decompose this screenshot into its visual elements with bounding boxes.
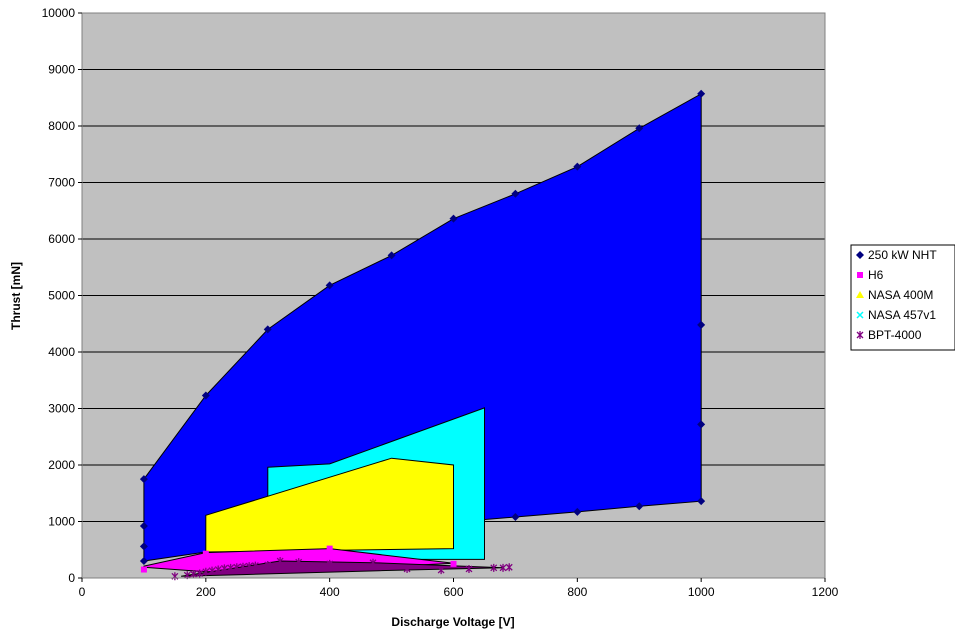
point-bpt-4000 — [239, 562, 247, 571]
y-tick-label: 6000 — [48, 232, 75, 246]
point-250-kw-nht — [449, 214, 458, 223]
point-bpt-4000 — [196, 569, 204, 578]
point-250-kw-nht — [697, 420, 706, 429]
legend-marker-nasa-400m — [856, 291, 864, 298]
point-250-kw-nht — [263, 325, 272, 334]
y-tick-label: 10000 — [42, 6, 76, 20]
point-h6 — [450, 560, 457, 567]
point-bpt-4000 — [465, 564, 473, 573]
x-tick-label: 1000 — [688, 585, 715, 599]
y-tick-label: 5000 — [48, 289, 75, 303]
point-bpt-4000 — [505, 563, 513, 572]
point-h6 — [171, 561, 178, 568]
area-nasa-400m — [205, 457, 454, 553]
point-250-kw-nht — [573, 507, 582, 516]
legend-label-250-kw-nht: 250 kW NHT — [868, 248, 937, 262]
point-bpt-4000 — [369, 558, 377, 567]
point-250-kw-nht — [697, 89, 706, 98]
point-250-kw-nht — [635, 502, 644, 511]
series-markers — [139, 89, 706, 581]
legend-marker-h6 — [857, 272, 863, 278]
legend-label-bpt-4000: BPT-4000 — [868, 328, 922, 342]
point-250-kw-nht — [511, 189, 520, 198]
point-250-kw-nht — [635, 124, 644, 133]
point-250-kw-nht — [573, 162, 582, 171]
point-bpt-4000 — [490, 563, 498, 572]
point-h6 — [202, 550, 209, 557]
legend-box — [850, 244, 955, 351]
y-tick-label: 7000 — [48, 176, 75, 190]
x-tick-label: 400 — [320, 585, 340, 599]
y-tick-label: 0 — [68, 571, 75, 585]
point-bpt-4000 — [437, 566, 445, 575]
point-bpt-4000 — [499, 563, 507, 572]
y-tick-label: 1000 — [48, 515, 75, 529]
y-axis-title: Thrust [mN] — [9, 262, 23, 330]
point-250-kw-nht — [139, 522, 148, 531]
point-bpt-4000 — [214, 565, 222, 574]
point-bpt-4000 — [233, 563, 241, 572]
point-250-kw-nht — [139, 557, 148, 566]
y-tick-label: 4000 — [48, 345, 75, 359]
point-250-kw-nht — [697, 497, 706, 506]
x-tick-label: 1200 — [812, 585, 839, 599]
point-bpt-4000 — [276, 557, 284, 566]
point-bpt-4000 — [245, 562, 253, 571]
y-tick-label: 9000 — [48, 63, 75, 77]
point-bpt-4000 — [220, 564, 228, 573]
x-tick-label: 0 — [79, 585, 86, 599]
y-axis-ticks: 0 1000 2000 3000 4000 5000 6000 7000 8000 9000 100… — [42, 6, 82, 585]
point-bpt-4000 — [326, 559, 334, 568]
point-bpt-4000 — [295, 558, 303, 567]
point-h6 — [326, 545, 333, 552]
y-tick-label: 2000 — [48, 458, 75, 472]
x-tick-label: 200 — [196, 585, 216, 599]
legend-marker-250-kw-nht — [856, 251, 864, 259]
x-axis-title: Discharge Voltage [V] — [391, 615, 514, 629]
point-bpt-4000 — [227, 563, 235, 572]
legend-label-h6: H6 — [868, 268, 884, 282]
point-250-kw-nht — [139, 475, 148, 484]
legend-label-nasa-457v1: NASA 457v1 — [868, 308, 936, 322]
point-bpt-4000 — [264, 561, 272, 570]
x-axis-ticks: 0 200 400 600 800 1000 1200 — [79, 578, 839, 599]
x-tick-label: 600 — [443, 585, 463, 599]
point-bpt-4000 — [208, 566, 216, 575]
point-bpt-4000 — [251, 561, 259, 570]
point-250-kw-nht — [387, 251, 396, 260]
legend-marker-nasa-457v1 — [856, 311, 864, 319]
legend-marker-bpt-4000 — [856, 331, 864, 339]
point-250-kw-nht — [325, 281, 334, 290]
y-tick-label: 3000 — [48, 402, 75, 416]
point-250-kw-nht — [201, 391, 210, 400]
point-250-kw-nht — [139, 542, 148, 551]
point-bpt-4000 — [189, 570, 197, 579]
point-250-kw-nht — [697, 320, 706, 329]
x-tick-label: 800 — [567, 585, 587, 599]
legend-label-nasa-400m: NASA 400M — [868, 288, 933, 302]
point-bpt-4000 — [202, 567, 210, 576]
y-tick-label: 8000 — [48, 119, 75, 133]
point-bpt-4000 — [403, 564, 411, 573]
point-250-kw-nht — [511, 512, 520, 521]
series-areas — [143, 92, 702, 577]
point-h6 — [140, 566, 147, 573]
legend: 250 kW NHT H6 NASA 400M NASA 457v1 BPT-4000 — [850, 244, 955, 351]
